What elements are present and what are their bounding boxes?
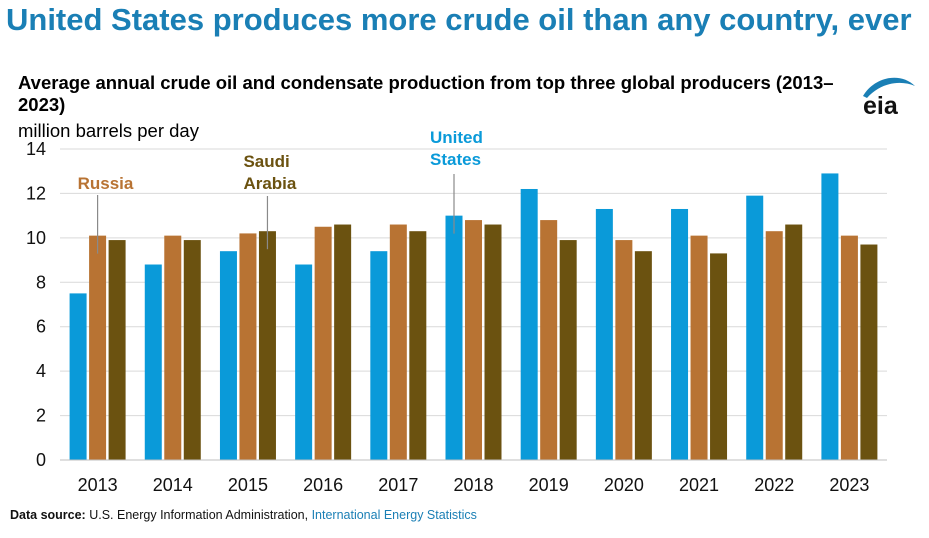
bar-saudi-arabia-2015 <box>258 231 276 460</box>
bar-russia-2015 <box>239 233 257 460</box>
bar-saudi-arabia-2017 <box>409 231 427 460</box>
data-source: Data source: U.S. Energy Information Adm… <box>10 508 477 522</box>
bar-united-states-2022 <box>746 195 764 460</box>
annotation-label-russia: Russia <box>78 174 134 193</box>
x-tick-label: 2018 <box>453 475 493 495</box>
bar-saudi-arabia-2018 <box>484 224 502 460</box>
bar-united-states-2015 <box>219 251 237 460</box>
bar-russia-2022 <box>765 231 783 460</box>
y-axis-label: million barrels per day <box>18 120 199 141</box>
bar-russia-2016 <box>314 226 332 460</box>
annotation-label-saudi-arabia: Saudi <box>243 152 289 171</box>
x-tick-label: 2022 <box>754 475 794 495</box>
eia-logo-text: eia <box>863 92 899 120</box>
bar-saudi-arabia-2020 <box>634 251 652 460</box>
y-tick-label: 8 <box>36 272 46 292</box>
data-source-label: Data source: <box>10 508 86 522</box>
bar-saudi-arabia-2021 <box>710 253 728 460</box>
bar-saudi-arabia-2023 <box>860 244 878 460</box>
bar-united-states-2016 <box>295 264 313 460</box>
bar-russia-2014 <box>164 235 182 460</box>
bar-russia-2018 <box>465 220 482 460</box>
annotations: Russia Saudi Arabia United States <box>78 128 483 254</box>
bar-russia-2021 <box>690 235 708 460</box>
eia-logo: eia <box>863 77 915 120</box>
annotation-label-united-states: United <box>430 128 483 147</box>
bar-russia-2019 <box>540 220 558 460</box>
bar-saudi-arabia-2016 <box>334 224 352 460</box>
chart-title: Average annual crude oil and condensate … <box>18 72 834 115</box>
eia-logo-swoosh <box>863 77 915 98</box>
bar-russia-2023 <box>840 235 858 460</box>
bar-russia-2017 <box>389 224 407 460</box>
x-tick-label: 2016 <box>303 475 343 495</box>
y-tick-label: 12 <box>26 183 46 203</box>
bar-russia-2013 <box>89 235 107 460</box>
annotation-label-united-states: States <box>430 150 481 169</box>
bar-united-states-2019 <box>520 188 538 460</box>
headline: United States produces more crude oil th… <box>6 2 912 37</box>
x-tick-label: 2023 <box>829 475 869 495</box>
y-tick-label: 6 <box>36 317 46 337</box>
bar-saudi-arabia-2013 <box>108 240 126 460</box>
x-tick-label: 2017 <box>378 475 418 495</box>
x-axis-ticks: 2013 2014 2015 2016 2017 2018 2019 2020 2021 2022… <box>78 475 870 495</box>
bar-united-states-2014 <box>144 264 162 460</box>
y-tick-label: 4 <box>36 361 46 381</box>
bar-united-states-2018 <box>445 215 463 460</box>
bar-saudi-arabia-2022 <box>785 224 803 460</box>
y-tick-label: 0 <box>36 450 46 470</box>
bar-united-states-2017 <box>370 251 388 460</box>
bar-saudi-arabia-2014 <box>183 240 201 460</box>
x-tick-label: 2020 <box>604 475 644 495</box>
bars <box>69 173 878 460</box>
bar-united-states-2023 <box>821 173 839 460</box>
y-tick-label: 14 <box>26 139 46 159</box>
x-tick-label: 2021 <box>679 475 719 495</box>
x-tick-label: 2019 <box>529 475 569 495</box>
bar-united-states-2020 <box>595 208 613 460</box>
x-tick-label: 2013 <box>78 475 118 495</box>
y-tick-label: 10 <box>26 228 46 248</box>
y-axis-ticks: 0 2 4 6 8 10 12 14 <box>26 139 46 470</box>
data-source-link[interactable]: International Energy Statistics <box>311 508 477 522</box>
bar-russia-2020 <box>615 240 633 460</box>
bar-united-states-2013 <box>69 293 87 460</box>
x-tick-label: 2015 <box>228 475 268 495</box>
bar-united-states-2021 <box>671 208 689 460</box>
annotation-label-saudi-arabia: Arabia <box>243 174 296 193</box>
y-tick-label: 2 <box>36 406 46 426</box>
x-tick-label: 2014 <box>153 475 193 495</box>
data-source-text: U.S. Energy Information Administration, <box>89 508 309 522</box>
bar-saudi-arabia-2019 <box>559 240 577 460</box>
